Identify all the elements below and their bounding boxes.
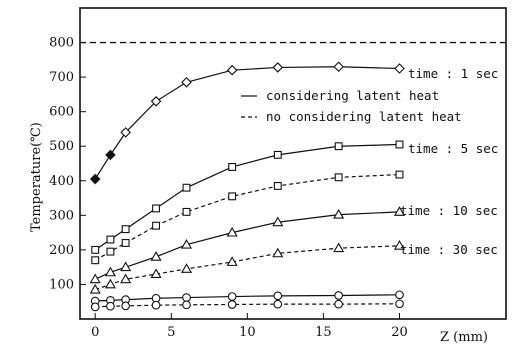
series-line <box>95 294 400 302</box>
circle-marker <box>90 302 100 312</box>
triangle-marker <box>180 263 193 273</box>
series-30sec-latent <box>90 290 404 306</box>
triangle-marker <box>120 273 132 284</box>
circle-marker <box>121 301 130 311</box>
diamond-marker <box>150 96 162 107</box>
circle-marker <box>273 291 283 301</box>
triangle-marker <box>104 266 116 277</box>
series-5sec-no-latent <box>91 170 404 265</box>
annotation-1sec: time : 1 sec <box>408 66 498 81</box>
y-axis-title: Temperature(℃) <box>29 122 44 232</box>
x-tick-label: 5 <box>167 325 175 340</box>
x-axis-title: Z (mm) <box>440 330 488 345</box>
y-tick-label: 700 <box>49 70 74 85</box>
circle-marker <box>182 300 191 310</box>
y-tick-label: 300 <box>49 208 74 223</box>
square-marker <box>228 192 237 201</box>
circle-marker <box>334 291 343 300</box>
diamond-marker <box>333 61 344 73</box>
series-1sec-latent <box>89 61 405 185</box>
series-line <box>95 245 400 291</box>
series-30sec-no-latent <box>90 299 404 312</box>
triangle-marker <box>226 226 238 237</box>
circle-marker <box>273 299 283 309</box>
square-marker <box>395 170 404 179</box>
legend-label-considering: considering latent heat <box>266 88 439 103</box>
x-tick-label: 20 <box>391 325 408 340</box>
square-marker <box>106 247 115 256</box>
y-tick-label: 400 <box>49 174 74 189</box>
legend: considering latent heat no considering l… <box>241 88 462 124</box>
square-marker <box>182 207 191 216</box>
series-layer <box>89 61 406 312</box>
circle-marker <box>227 300 237 309</box>
plot-frame <box>79 7 507 320</box>
square-marker <box>273 150 282 159</box>
series-5sec-latent <box>91 140 404 254</box>
y-axis-ticks: 100 200 300 400 500 600 700 800 <box>49 36 86 292</box>
series-line <box>94 211 400 280</box>
diamond-marker <box>394 63 405 74</box>
triangle-marker <box>333 208 345 219</box>
triangle-marker <box>272 247 284 258</box>
diamond-marker <box>226 64 238 76</box>
square-marker <box>152 221 161 230</box>
y-tick-label: 600 <box>49 105 74 120</box>
triangle-marker <box>226 256 238 266</box>
annotation-30sec: time : 30 sec <box>400 242 498 257</box>
square-marker <box>91 256 100 265</box>
circle-marker <box>227 292 237 301</box>
triangle-marker <box>120 261 132 272</box>
y-tick-label: 500 <box>49 139 74 154</box>
square-marker <box>106 235 115 244</box>
diamond-marker <box>105 149 116 161</box>
square-marker <box>152 204 161 213</box>
circle-marker <box>182 293 191 302</box>
square-marker <box>395 140 404 149</box>
y-tick-label: 100 <box>49 277 74 292</box>
circle-marker <box>106 301 115 311</box>
x-axis-ticks: 0 5 10 15 20 <box>91 313 408 340</box>
triangle-marker <box>333 242 345 253</box>
diamond-marker <box>120 127 131 138</box>
annotation-5sec: time : 5 sec <box>408 141 498 156</box>
square-marker <box>273 182 282 190</box>
x-tick-label: 0 <box>91 325 99 340</box>
square-marker <box>228 163 237 171</box>
triangle-marker <box>150 268 162 279</box>
triangle-marker <box>150 251 162 261</box>
triangle-marker <box>272 216 284 227</box>
square-marker <box>91 245 100 254</box>
circle-marker <box>334 299 343 309</box>
circle-marker <box>395 299 404 309</box>
square-marker <box>121 225 130 234</box>
circle-marker <box>395 290 404 300</box>
triangle-marker <box>104 278 116 289</box>
diamond-marker <box>272 62 284 73</box>
circle-marker <box>151 300 161 310</box>
triangle-marker <box>89 273 101 284</box>
square-marker <box>334 142 343 151</box>
series-line <box>94 173 400 261</box>
y-tick-label: 800 <box>49 36 74 51</box>
y-tick-label: 200 <box>49 243 74 258</box>
x-tick-label: 15 <box>315 325 332 340</box>
diamond-marker <box>89 173 101 185</box>
triangle-marker <box>393 206 406 216</box>
triangle-marker <box>89 283 101 294</box>
square-marker <box>334 173 343 182</box>
square-marker <box>121 239 130 247</box>
square-marker <box>182 183 191 192</box>
triangle-marker <box>180 239 193 249</box>
x-tick-label: 10 <box>239 325 256 340</box>
legend-label-no-considering: no considering latent heat <box>266 109 462 124</box>
series-line <box>95 303 400 308</box>
annotation-10sec: time : 10 sec <box>400 203 498 218</box>
series-10sec-no-latent <box>89 240 406 294</box>
triangle-marker <box>393 240 406 250</box>
series-10sec-latent <box>89 206 406 284</box>
diamond-marker <box>181 77 192 88</box>
